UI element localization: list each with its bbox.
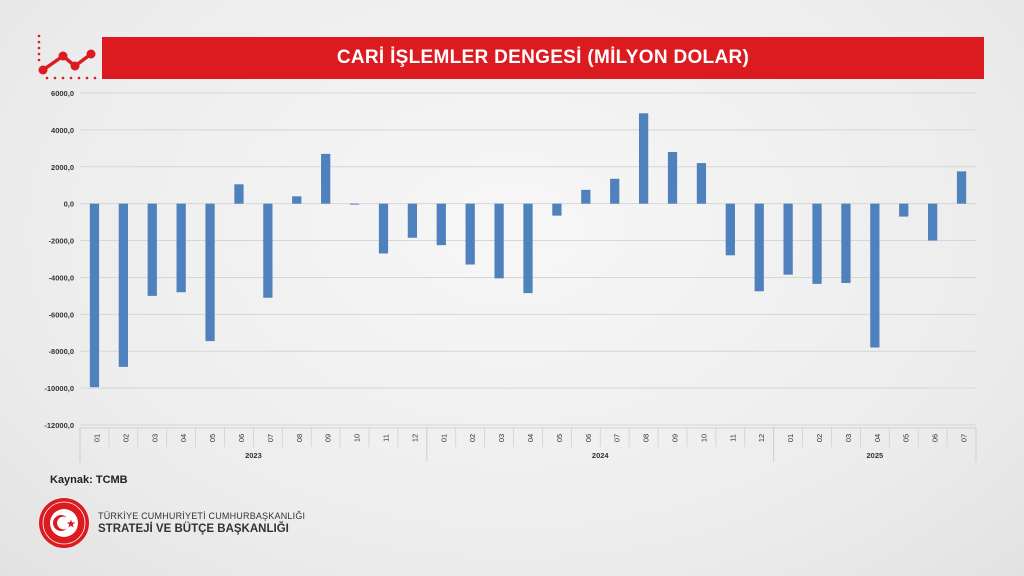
bar <box>841 203 851 283</box>
bar <box>118 203 128 367</box>
x-tick-label: 03 <box>497 434 506 442</box>
y-tick-label: -10000,0 <box>44 384 74 393</box>
group-label: 2024 <box>592 451 610 460</box>
crescent-star-seal-icon <box>38 497 90 549</box>
group-label: 2025 <box>866 451 883 460</box>
bar-chart: 6000,0 4000,0 2000,0 0,0 -2000,0 -4000,0 -6000… <box>44 89 977 462</box>
bar <box>696 163 707 204</box>
bar <box>89 203 100 388</box>
bar <box>349 203 360 205</box>
x-tick-label: 06 <box>237 434 246 442</box>
bar <box>899 203 909 217</box>
x-tick-label: 12 <box>757 434 766 442</box>
x-tick-label: 03 <box>150 434 159 442</box>
x-tick-label: 08 <box>295 434 304 442</box>
bar <box>870 203 880 348</box>
bar <box>176 203 186 293</box>
bar <box>638 113 649 204</box>
x-tick-label: 09 <box>324 434 333 442</box>
bar <box>205 203 215 342</box>
org-line-2: STRATEJİ VE BÜTÇE BAŞKANLIĞI <box>98 523 289 535</box>
x-tick-label: 04 <box>526 434 535 442</box>
y-tick-label: -2000,0 <box>49 237 74 246</box>
y-tick-label: 6000,0 <box>51 89 74 98</box>
x-tick-label: 05 <box>208 434 217 442</box>
x-tick-label: 06 <box>584 434 593 442</box>
bar <box>523 203 533 294</box>
y-tick-label: 2000,0 <box>51 163 74 172</box>
x-tick-label: 01 <box>92 434 101 442</box>
bar <box>667 152 678 204</box>
y-tick-label: 0,0 <box>64 200 74 209</box>
x-tick-label: 02 <box>121 434 130 442</box>
bar <box>725 203 735 256</box>
bar <box>292 196 302 204</box>
x-tick-label: 11 <box>728 434 737 442</box>
bar <box>465 203 475 265</box>
x-tick-label: 05 <box>555 434 564 442</box>
x-tick-label: 07 <box>613 434 622 442</box>
y-tick-label: -6000,0 <box>49 310 74 319</box>
chart-title: CARİ İŞLEMLER DENGESİ (MİLYON DOLAR) <box>102 37 984 79</box>
x-tick-label: 05 <box>902 434 911 442</box>
bar <box>436 203 446 246</box>
bar <box>407 203 418 238</box>
x-tick-label: 04 <box>873 434 882 442</box>
x-tick-label: 12 <box>410 434 419 442</box>
x-tick-label: 06 <box>931 434 940 442</box>
x-tick-label: 10 <box>353 434 362 442</box>
bar <box>378 203 389 254</box>
x-tick-label: 01 <box>786 434 795 442</box>
y-tick-label: -12000,0 <box>44 421 74 430</box>
y-tick-label: -4000,0 <box>49 273 74 282</box>
line-chart-icon <box>33 32 99 82</box>
x-tick-label: 08 <box>642 434 651 442</box>
bar <box>812 203 822 284</box>
x-tick-label: 07 <box>960 434 969 442</box>
bar <box>147 203 157 296</box>
bar <box>234 184 244 204</box>
source-label: Kaynak: TCMB <box>50 474 128 486</box>
bar <box>581 189 591 204</box>
bar <box>263 203 273 298</box>
x-tick-label: 07 <box>266 434 275 442</box>
bar <box>783 203 793 275</box>
x-tick-label: 09 <box>671 434 680 442</box>
organization-footer: TÜRKİYE CUMHURİYETİ CUMHURBAŞKANLIĞI STR… <box>38 497 368 551</box>
bar <box>494 203 504 279</box>
group-label: 2023 <box>245 451 262 460</box>
x-tick-label: 02 <box>815 434 824 442</box>
org-line-1: TÜRKİYE CUMHURİYETİ CUMHURBAŞKANLIĞI <box>98 511 306 521</box>
x-tick-label: 01 <box>439 434 448 442</box>
x-tick-label: 11 <box>381 434 390 442</box>
bar <box>610 178 620 204</box>
y-tick-label: 4000,0 <box>51 126 74 135</box>
bar <box>754 203 764 292</box>
x-tick-label: 10 <box>699 434 708 442</box>
bar <box>552 203 562 216</box>
bar <box>321 153 331 204</box>
x-tick-label: 03 <box>844 434 853 442</box>
bar <box>928 203 938 241</box>
bar <box>956 171 967 204</box>
x-tick-label: 02 <box>468 434 477 442</box>
y-tick-label: -8000,0 <box>49 347 74 356</box>
x-tick-label: 04 <box>179 434 188 442</box>
